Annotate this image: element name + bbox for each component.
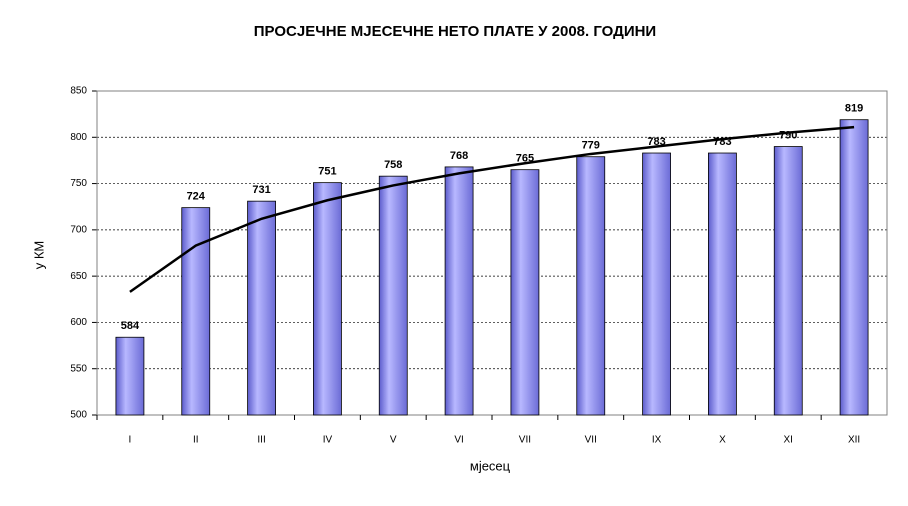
x-tick-label: VII xyxy=(519,435,531,446)
x-tick-label: VI xyxy=(454,435,463,446)
x-axis-label: мјесец xyxy=(470,458,511,473)
bar xyxy=(313,182,342,416)
bar xyxy=(444,166,474,416)
bar xyxy=(115,336,145,416)
bar xyxy=(378,175,408,416)
y-axis-label: у КМ xyxy=(31,241,46,270)
x-tick-label: IV xyxy=(323,435,333,446)
y-tick-label: 850 xyxy=(70,86,87,97)
value-label: 768 xyxy=(450,150,468,162)
value-label: 779 xyxy=(582,140,600,152)
x-tick-label: X xyxy=(719,435,726,446)
x-tick-label: II xyxy=(193,435,199,446)
bar xyxy=(773,146,803,416)
bar xyxy=(642,152,671,416)
bar xyxy=(247,200,276,416)
bar xyxy=(839,119,869,416)
chart-title: ПРОСЈЕЧНЕ МЈЕСЕЧНЕ НЕТО ПЛАТЕ У 2008. ГО… xyxy=(254,23,656,40)
bar xyxy=(510,169,540,416)
x-tick-label: V xyxy=(390,435,397,446)
y-tick-label: 800 xyxy=(70,132,87,143)
y-tick-label: 650 xyxy=(70,271,87,282)
bar xyxy=(708,152,737,416)
y-tick-label: 600 xyxy=(70,317,87,328)
x-tick-label: I xyxy=(129,435,132,446)
x-tick-label: VII xyxy=(585,435,597,446)
y-tick-label: 700 xyxy=(70,224,87,235)
x-tick-label: XII xyxy=(848,435,860,446)
value-label: 724 xyxy=(187,191,206,203)
bar xyxy=(181,207,211,416)
x-tick-label: IX xyxy=(652,435,662,446)
y-tick-label: 500 xyxy=(70,410,87,421)
value-label: 731 xyxy=(252,184,270,196)
y-tick-label: 550 xyxy=(70,363,87,374)
plot-border xyxy=(96,90,888,416)
trend-line xyxy=(129,125,855,293)
value-label: 584 xyxy=(121,320,140,332)
y-tick-label: 750 xyxy=(70,178,87,189)
x-tick-label: III xyxy=(257,435,265,446)
value-label: 758 xyxy=(384,159,402,171)
x-tick-label: XI xyxy=(784,435,793,446)
value-label: 819 xyxy=(845,103,863,115)
bar xyxy=(576,156,606,416)
value-label: 751 xyxy=(318,166,336,178)
